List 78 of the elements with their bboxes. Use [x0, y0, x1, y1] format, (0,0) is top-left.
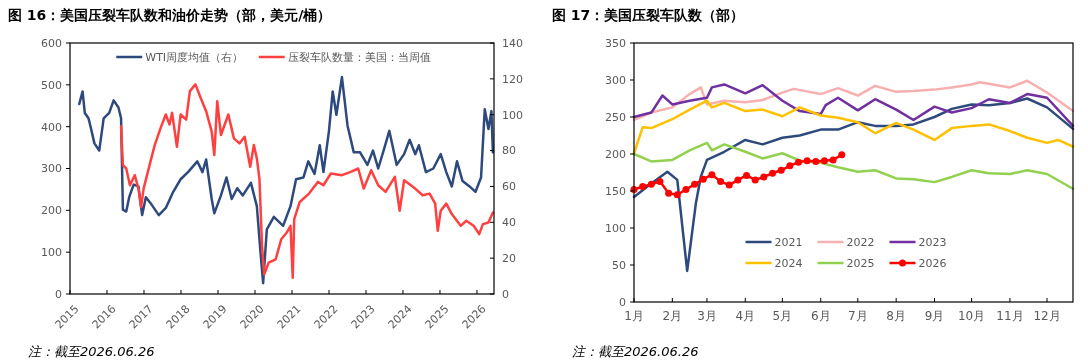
x-tick-label: 11月: [996, 308, 1024, 323]
x-tick-label: 7月: [848, 308, 868, 323]
x-tick-label: 4月: [735, 308, 756, 323]
point: [639, 183, 647, 191]
y-tick-label: 200: [605, 147, 626, 161]
point: [777, 166, 785, 174]
point: [838, 151, 846, 159]
point: [820, 157, 828, 165]
x-tick-label: 10月: [957, 308, 986, 323]
legend-label: 2022: [846, 235, 875, 249]
y-tick-label: 0: [619, 295, 626, 309]
y2-tick-label: 20: [502, 251, 516, 265]
y-tick-label: 0: [55, 287, 62, 301]
point: [647, 180, 655, 188]
line-series: [632, 99, 1075, 155]
x-tick-label: 3月: [697, 308, 717, 323]
chart-title: 图 16：美国压裂车队数和油价走势（部，美元/桶）: [8, 7, 332, 23]
x-tick-label: 6月: [810, 308, 831, 323]
y2-tick-label: 140: [502, 36, 523, 50]
y-tick-label: 250: [605, 110, 626, 124]
text: 注：截至2026.06.26: [28, 344, 155, 359]
line-series: [78, 75, 495, 285]
text: 注：截至2026.06.26: [572, 344, 699, 359]
legend-label: 2025: [846, 256, 875, 270]
legend-label: 2021: [774, 235, 803, 249]
x-tick-label: 2月: [662, 308, 683, 323]
point: [699, 175, 707, 183]
y2-tick-label: 40: [502, 216, 516, 230]
point: [751, 176, 759, 184]
point: [812, 157, 820, 165]
y-tick-label: 400: [41, 120, 62, 134]
y-tick-label: 600: [41, 36, 62, 50]
x-tick-label: 5月: [772, 308, 793, 323]
y-tick-label: 150: [605, 184, 626, 198]
x-tick-label: 1月: [624, 308, 644, 323]
x-tick-label: 8月: [886, 308, 906, 323]
point: [708, 171, 716, 179]
legend-label: 压裂车队数量：美国：当周值: [287, 50, 431, 64]
point: [769, 169, 776, 177]
y-tick-label: 100: [605, 221, 626, 235]
y2-tick-label: 120: [502, 72, 523, 86]
line-series: [119, 83, 495, 279]
x-tick-label: 12月: [1033, 308, 1061, 323]
point: [682, 186, 690, 194]
point: [829, 156, 837, 164]
point: [734, 176, 742, 184]
point: [691, 180, 699, 188]
point: [794, 158, 802, 166]
y2-tick-label: 80: [502, 144, 516, 158]
point: [760, 173, 768, 181]
y2-tick-label: 100: [502, 108, 523, 122]
line-series: [632, 79, 1075, 122]
x-tick-label: 9月: [924, 308, 945, 323]
legend-label: WTI周度均值（右）: [145, 50, 244, 64]
y2-tick-label: 60: [502, 180, 516, 194]
line-series: [632, 97, 1075, 273]
point: [665, 189, 673, 197]
y-tick-label: 50: [612, 258, 626, 272]
line-series: [632, 83, 1075, 128]
y-tick-label: 350: [605, 36, 626, 50]
y-tick-label: 300: [41, 162, 62, 176]
y-tick-label: 200: [41, 204, 62, 218]
point: [673, 191, 681, 199]
point: [725, 181, 733, 189]
chart-title: 图 17：美国压裂车队数（部）: [552, 7, 745, 23]
legend-label: 2024: [774, 256, 803, 270]
legend-label: 2026: [918, 256, 947, 270]
point: [803, 157, 811, 165]
point: [717, 177, 725, 185]
y-tick-label: 100: [41, 246, 62, 260]
legend-label: 2023: [918, 235, 947, 249]
point: [743, 171, 751, 179]
point: [786, 162, 794, 170]
y2-tick-label: 0: [502, 287, 509, 301]
y-tick-label: 300: [605, 73, 626, 87]
line-series: [632, 141, 1075, 191]
y-tick-label: 500: [41, 78, 62, 92]
point: [656, 177, 664, 185]
